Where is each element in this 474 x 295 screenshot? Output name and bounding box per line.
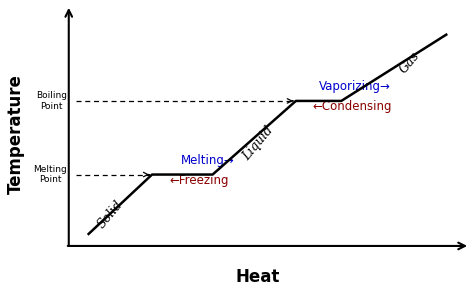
Text: Temperature: Temperature (7, 74, 25, 194)
Text: ←Condensing: ←Condensing (313, 100, 392, 113)
Text: Liquid: Liquid (240, 124, 276, 163)
Text: ←Freezing: ←Freezing (169, 174, 228, 187)
Text: Heat: Heat (236, 268, 280, 286)
Text: Boiling
Point: Boiling Point (36, 91, 67, 111)
Text: Solid: Solid (95, 198, 126, 231)
Text: Vaporizing→: Vaporizing→ (319, 80, 391, 93)
Text: Melting→: Melting→ (181, 154, 234, 167)
Text: Gas: Gas (397, 50, 422, 76)
Text: Melting
Point: Melting Point (33, 165, 67, 184)
